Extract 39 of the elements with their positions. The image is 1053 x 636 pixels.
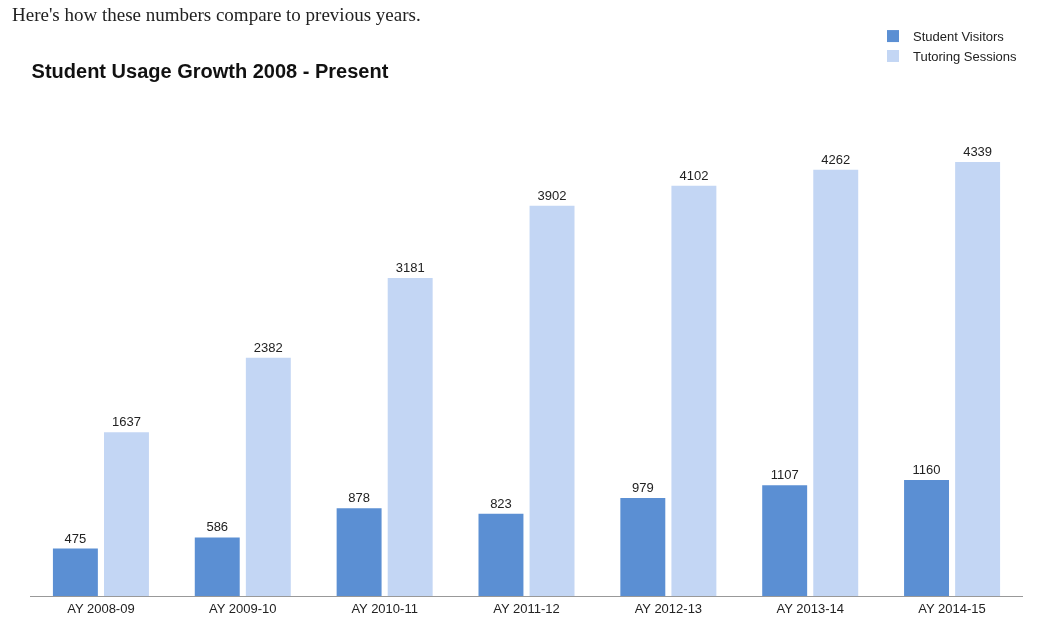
x-tick-label: AY 2010-11 — [351, 600, 418, 616]
x-tick-label: AY 2011-12 — [493, 600, 560, 616]
bar — [762, 485, 808, 596]
bar — [336, 508, 382, 596]
bar — [478, 513, 524, 596]
x-tick-label: AY 2012-13 — [634, 600, 703, 616]
text: Here's how these numbers compare to previous years. — [12, 4, 421, 25]
x-tick-label: AY 2009-10 — [209, 600, 277, 616]
legend-label: Tutoring Sessions — [913, 49, 1018, 65]
bar — [955, 162, 1001, 596]
data-label: 878 — [348, 490, 370, 506]
data-label: 4102 — [679, 167, 709, 183]
data-label: 4262 — [821, 151, 851, 167]
data-label: 979 — [631, 480, 654, 496]
bar — [904, 479, 950, 596]
x-tick-label: AY 2008-09 — [67, 600, 135, 616]
legend-label: Student Visitors — [913, 29, 1005, 45]
bar — [103, 432, 149, 596]
data-label: 1160 — [912, 461, 941, 477]
data-label: 4339 — [963, 144, 993, 160]
data-label: 475 — [64, 530, 87, 546]
data-label: 2382 — [253, 339, 283, 355]
x-tick-label: AY 2013-14 — [776, 600, 844, 616]
bar — [245, 357, 291, 596]
data-label: 3902 — [537, 187, 567, 203]
bar — [194, 537, 240, 596]
bar — [387, 277, 433, 596]
data-label: 3181 — [395, 259, 425, 275]
data-label: 1637 — [112, 414, 141, 430]
data-label: 586 — [206, 519, 229, 535]
bar — [52, 548, 98, 596]
x-tick-label: AY 2014-15 — [918, 600, 986, 616]
chart-title: Student Usage Growth 2008 - Present — [31, 59, 389, 82]
bar — [813, 169, 859, 596]
bar — [620, 498, 666, 596]
data-label: 823 — [490, 495, 512, 511]
data-label: 1107 — [770, 467, 799, 483]
bar — [671, 185, 717, 596]
bar — [529, 205, 575, 596]
